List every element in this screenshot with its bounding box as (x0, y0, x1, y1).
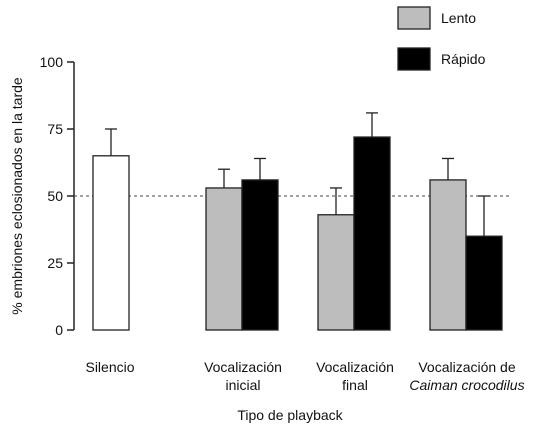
category-label: Vocalización (316, 359, 394, 375)
bar-silencio (92, 155, 130, 331)
bar-lento (205, 187, 243, 331)
legend: Lento Rápido (397, 6, 486, 71)
category-label: final (342, 377, 368, 393)
y-tick-label: 0 (55, 322, 63, 338)
category-label: inicial (225, 377, 260, 393)
legend-swatch (397, 47, 431, 71)
bar-lento (429, 179, 467, 331)
bar-lento (317, 214, 355, 331)
y-axis-label: % embriones eclosionados en la tarde (9, 77, 25, 315)
category-label-italic: Caiman crocodilus (409, 377, 524, 393)
bar-rapido (465, 235, 503, 331)
legend-swatch (397, 6, 431, 30)
y-tick-label: 25 (47, 255, 63, 271)
legend-label: Rápido (441, 51, 486, 67)
y-tick-label: 50 (47, 188, 63, 204)
y-tick-label: 75 (47, 121, 63, 137)
category-label: Silencio (85, 359, 134, 375)
bar-rapido (353, 136, 391, 331)
category-label: Vocalización (204, 359, 282, 375)
bar-rapido (241, 179, 279, 331)
x-axis-label: Tipo de playback (237, 407, 343, 423)
y-tick-label: 100 (40, 54, 64, 70)
plot-area: 0 25 50 75 100 Silencio Vocalización inicial Voc… (40, 54, 525, 393)
category-label: Vocalización de (418, 359, 516, 375)
legend-label: Lento (441, 10, 476, 26)
